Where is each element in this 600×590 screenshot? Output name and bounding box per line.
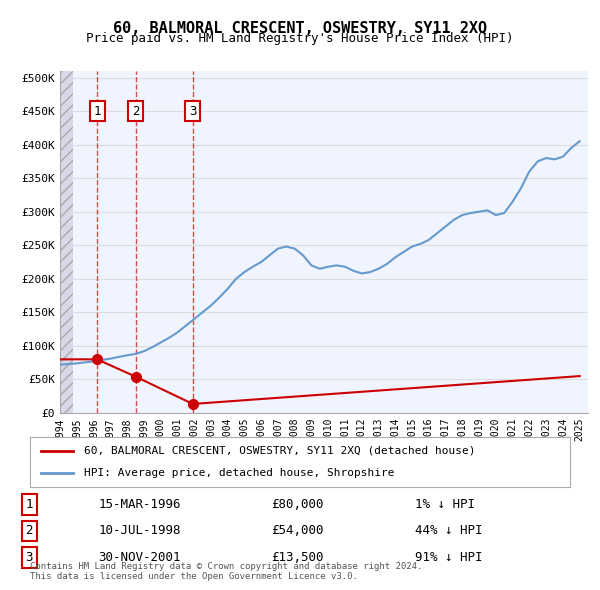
Text: 2: 2 <box>132 104 140 117</box>
Text: 3: 3 <box>26 551 33 564</box>
Text: £54,000: £54,000 <box>271 525 324 537</box>
Text: 30-NOV-2001: 30-NOV-2001 <box>98 551 181 564</box>
Bar <box>60 71 73 413</box>
Text: 44% ↓ HPI: 44% ↓ HPI <box>415 525 482 537</box>
Text: HPI: Average price, detached house, Shropshire: HPI: Average price, detached house, Shro… <box>84 468 395 478</box>
Text: Price paid vs. HM Land Registry's House Price Index (HPI): Price paid vs. HM Land Registry's House … <box>86 32 514 45</box>
Text: Contains HM Land Registry data © Crown copyright and database right 2024.
This d: Contains HM Land Registry data © Crown c… <box>30 562 422 581</box>
Text: £80,000: £80,000 <box>271 498 324 511</box>
Text: 1% ↓ HPI: 1% ↓ HPI <box>415 498 475 511</box>
Text: 1: 1 <box>26 498 33 511</box>
Text: 2: 2 <box>26 525 33 537</box>
Text: 60, BALMORAL CRESCENT, OSWESTRY, SY11 2XQ (detached house): 60, BALMORAL CRESCENT, OSWESTRY, SY11 2X… <box>84 445 476 455</box>
Text: 60, BALMORAL CRESCENT, OSWESTRY, SY11 2XQ: 60, BALMORAL CRESCENT, OSWESTRY, SY11 2X… <box>113 21 487 35</box>
Text: 3: 3 <box>189 104 197 117</box>
Text: 10-JUL-1998: 10-JUL-1998 <box>98 525 181 537</box>
Text: £13,500: £13,500 <box>271 551 324 564</box>
Text: 91% ↓ HPI: 91% ↓ HPI <box>415 551 482 564</box>
Text: 1: 1 <box>93 104 101 117</box>
Text: 15-MAR-1996: 15-MAR-1996 <box>98 498 181 511</box>
